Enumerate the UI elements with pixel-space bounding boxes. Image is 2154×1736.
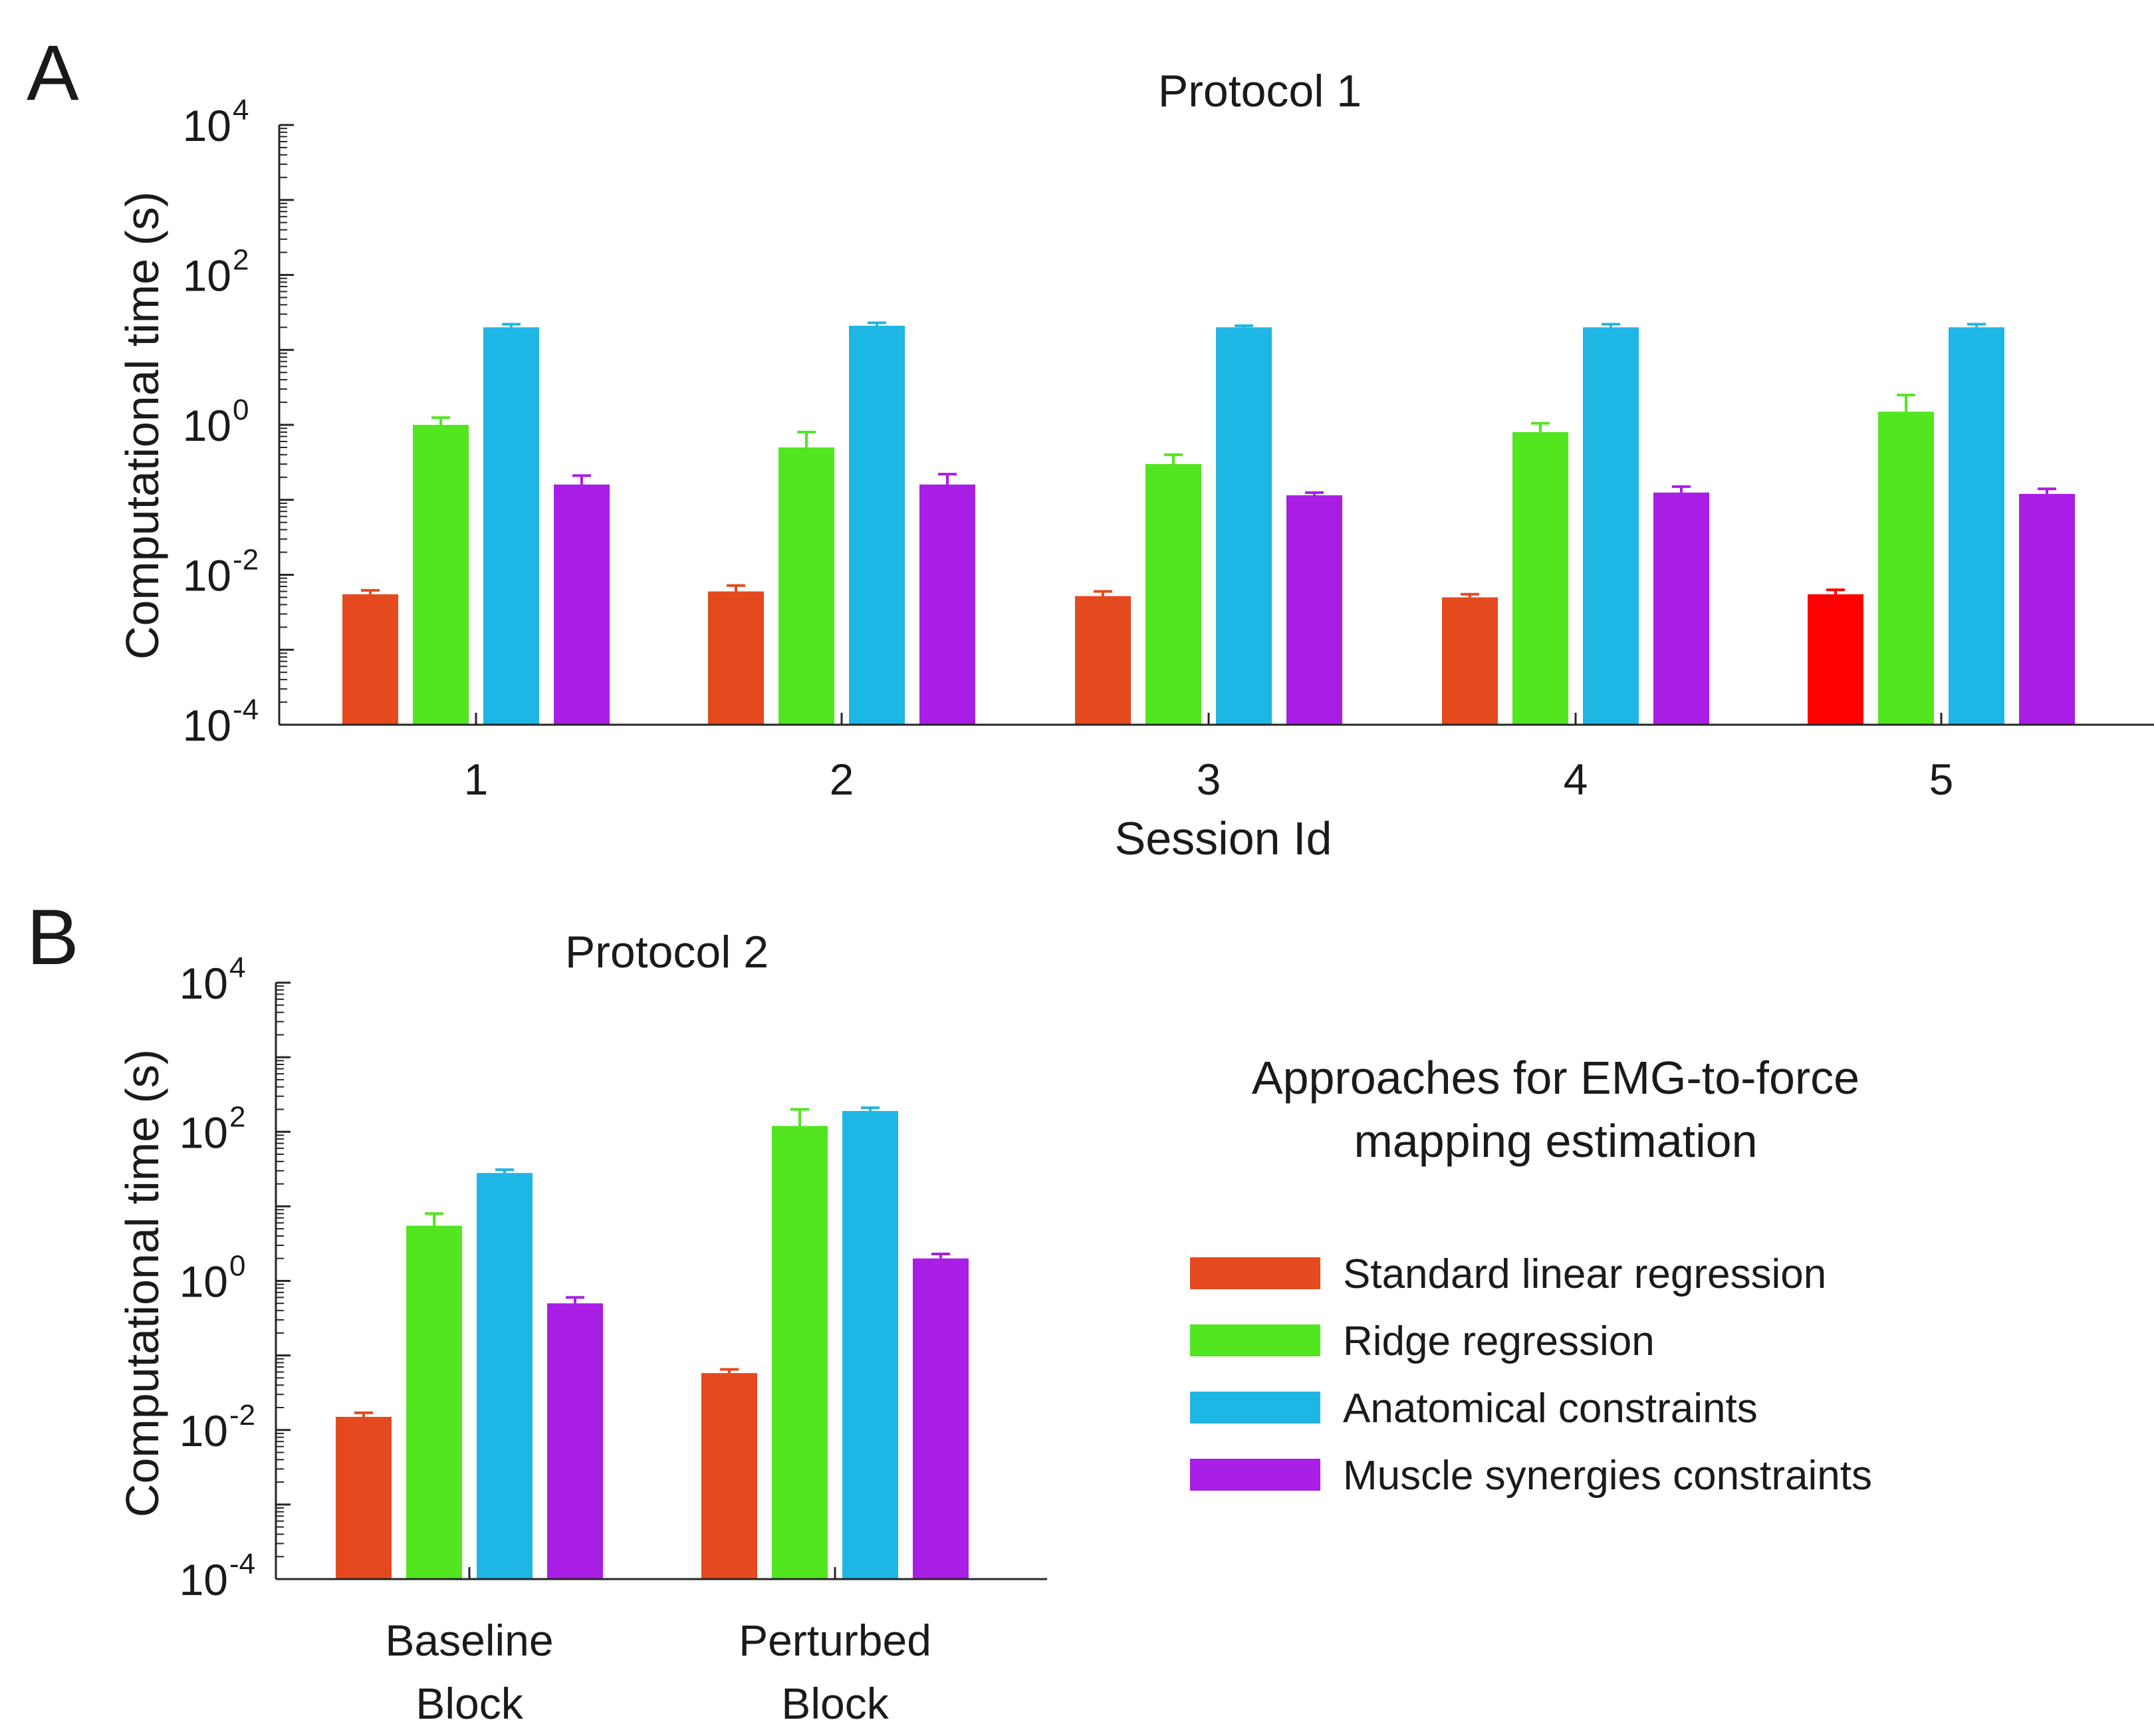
panel-letter-b: B — [27, 894, 79, 981]
bar — [778, 447, 834, 725]
chart-title-protocol-2: Protocol 2 — [565, 927, 769, 977]
bar — [2019, 493, 2075, 725]
legend-label: Anatomical constraints — [1343, 1386, 1758, 1431]
panel-b: B Protocol 2 Computational time (s) Base… — [27, 894, 1047, 1728]
bar — [1653, 492, 1709, 725]
y-axis-label-b: Computational time (s) — [116, 1049, 168, 1517]
bar — [413, 425, 469, 725]
bar — [483, 327, 539, 725]
x-tick-label-line-2: Block — [781, 1679, 889, 1728]
y-tick-label-exponent: 0 — [229, 1250, 245, 1283]
y-tick-label: 10 — [180, 959, 228, 1008]
bar — [708, 591, 764, 725]
bar — [919, 484, 975, 725]
y-tick-label: 10 — [183, 101, 231, 150]
legend-label: Ridge regression — [1343, 1318, 1655, 1364]
y-tick-label: 10 — [183, 701, 231, 750]
x-tick-label-line-2: Block — [416, 1679, 523, 1728]
y-tick-label: 10 — [180, 1108, 228, 1157]
x-axis-label-a: Session Id — [1115, 812, 1332, 864]
bar — [842, 1110, 898, 1579]
y-axis-label-a: Computational time (s) — [116, 191, 168, 660]
bar — [1512, 432, 1568, 725]
bar — [1878, 412, 1934, 725]
bar — [701, 1373, 757, 1579]
y-tick-label: 10 — [183, 251, 231, 301]
bar — [554, 484, 610, 725]
y-tick-label-exponent: -4 — [229, 1548, 255, 1580]
y-tick-label: 10 — [180, 1406, 228, 1455]
legend-title-line-2: mapping estimation — [1354, 1115, 1758, 1167]
y-tick-label-exponent: -2 — [229, 1399, 255, 1431]
y-tick-label-exponent: -4 — [233, 693, 259, 726]
bar — [336, 1417, 392, 1579]
chart-title-protocol-1: Protocol 1 — [1158, 66, 1362, 116]
y-tick-label: 10 — [180, 1555, 228, 1604]
legend-title-line-1: Approaches for EMG-to-force — [1252, 1052, 1859, 1104]
legend: Approaches for EMG-to-force mapping esti… — [1190, 1052, 1872, 1499]
bar — [477, 1173, 533, 1579]
bar — [849, 325, 905, 725]
y-tick-label-exponent: 2 — [233, 244, 249, 277]
legend-swatch — [1190, 1324, 1320, 1356]
bar — [1145, 463, 1201, 725]
x-tick-label: 5 — [1929, 755, 1954, 804]
x-tick-label: Baseline — [385, 1616, 553, 1665]
bar — [1583, 327, 1639, 725]
legend-items: Standard linear regression Ridge regressi… — [1190, 1251, 1872, 1499]
bar — [1442, 597, 1498, 725]
y-tick-label-exponent: 0 — [233, 394, 249, 426]
y-tick-label-exponent: 4 — [229, 951, 245, 984]
bar — [547, 1303, 603, 1579]
x-tick-label: 1 — [464, 755, 489, 804]
legend-label: Standard linear regression — [1343, 1251, 1826, 1297]
x-tick-label: 4 — [1564, 755, 1588, 804]
legend-swatch — [1190, 1459, 1320, 1491]
bar — [1286, 495, 1342, 725]
y-tick-label-exponent: 2 — [229, 1100, 245, 1133]
legend-swatch — [1190, 1257, 1320, 1289]
legend-swatch — [1190, 1392, 1320, 1424]
x-tick-label: 3 — [1197, 755, 1221, 804]
bar — [1216, 327, 1272, 725]
bar — [1808, 594, 1863, 725]
x-tick-label: 2 — [830, 755, 854, 804]
bar — [1949, 327, 2004, 725]
panel-letter-a: A — [27, 29, 79, 117]
x-tick-label: Perturbed — [739, 1616, 931, 1665]
y-tick-label: 10 — [183, 551, 231, 600]
y-tick-label: 10 — [180, 1257, 228, 1306]
bar — [342, 594, 398, 725]
bar — [913, 1258, 969, 1579]
bar — [406, 1225, 462, 1579]
y-tick-label: 10 — [183, 401, 231, 450]
bar — [772, 1126, 828, 1579]
legend-label: Muscle synergies constraints — [1343, 1453, 1872, 1499]
bar — [1075, 596, 1131, 725]
y-tick-label-exponent: -2 — [233, 544, 259, 576]
y-tick-label-exponent: 4 — [233, 94, 249, 126]
panel-a: A Protocol 1 Computational time (s) Sess… — [27, 29, 2154, 864]
